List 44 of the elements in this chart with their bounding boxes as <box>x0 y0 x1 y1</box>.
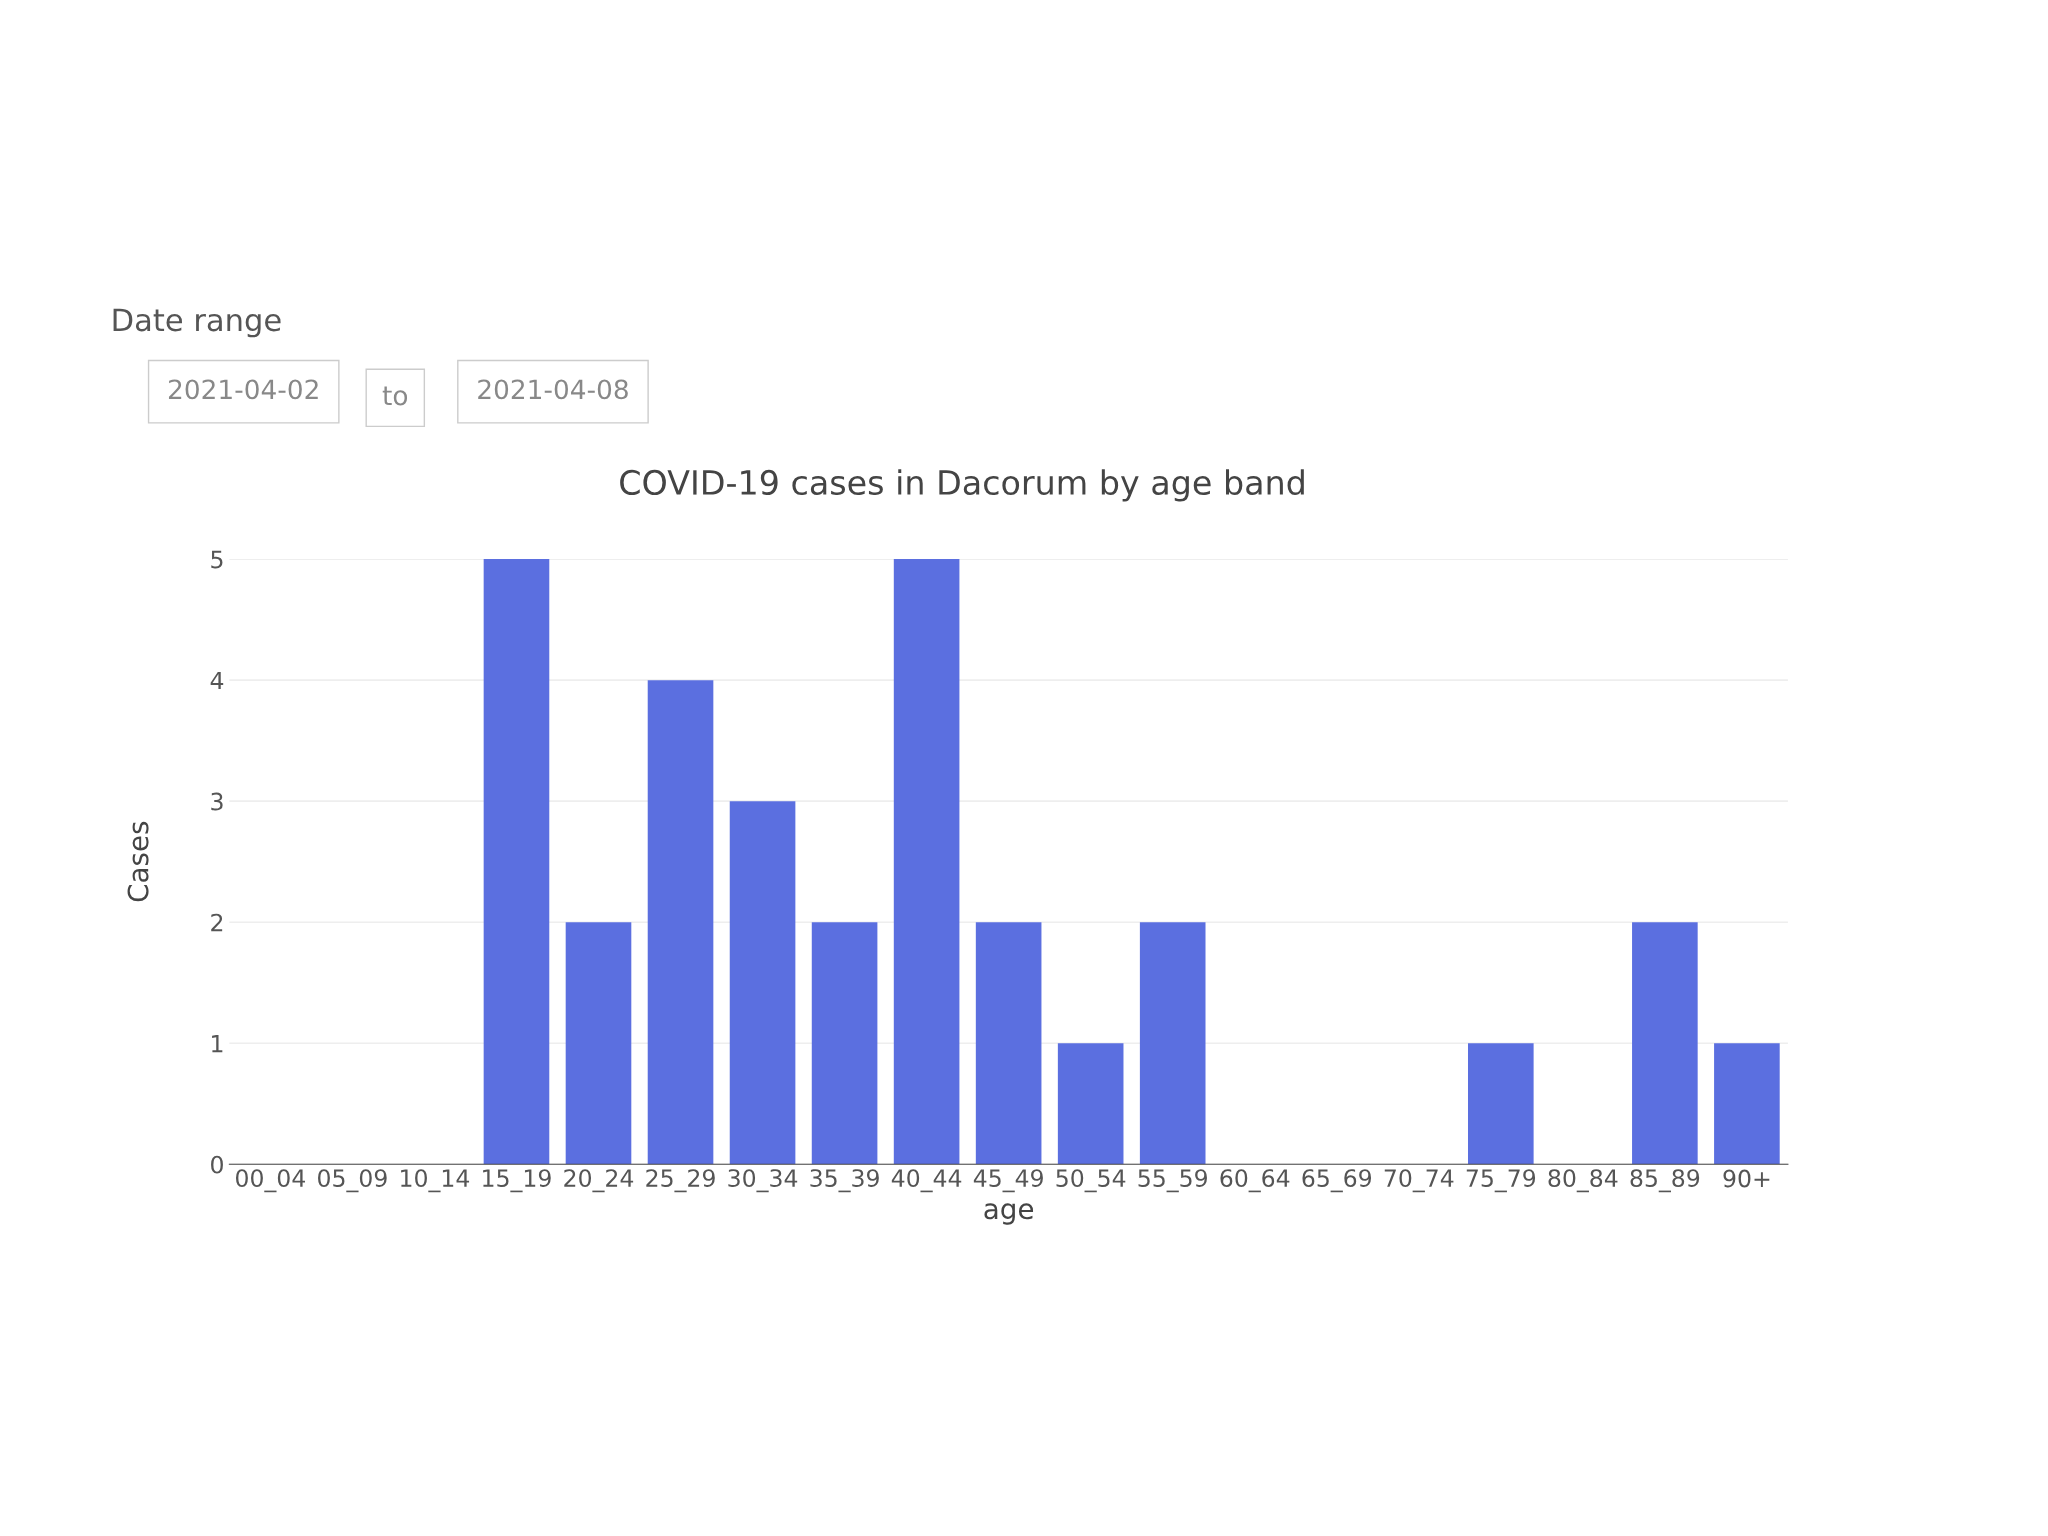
text: 2021-04-08 <box>478 379 628 400</box>
bar <box>647 680 714 1165</box>
x-tick-label: 40_44 <box>891 1169 962 1193</box>
bar <box>811 922 878 1165</box>
x-tick-label: 50_54 <box>1056 1169 1126 1193</box>
x-tick-label: 35_39 <box>810 1169 879 1193</box>
x-tick-label: 00_04 <box>236 1169 306 1193</box>
bar <box>483 559 550 1165</box>
x-tick-label: 85_89 <box>1630 1169 1700 1193</box>
x-tick-label: 10_14 <box>401 1169 470 1193</box>
x-tick-label: 90+ <box>1723 1169 1770 1188</box>
y-tick-label: 4 <box>210 671 224 690</box>
y-tick-label: 3 <box>211 792 223 811</box>
x-tick-label: 55_59 <box>1138 1169 1207 1193</box>
bar <box>1139 922 1206 1165</box>
x-tick-label: 80_84 <box>1548 1169 1618 1193</box>
y-tick-label: 2 <box>211 913 223 932</box>
x-tick-label: 75_79 <box>1466 1169 1536 1193</box>
x-tick-label: 25_29 <box>646 1169 715 1193</box>
x-tick-label: 65_69 <box>1302 1169 1372 1193</box>
bar <box>1632 922 1698 1165</box>
x-tick-label: 15_19 <box>483 1169 551 1193</box>
x-tick-label: 70_74 <box>1384 1169 1454 1193</box>
y-tick-label: 1 <box>212 1035 223 1053</box>
bar <box>1714 1043 1780 1165</box>
y-tick-label: 5 <box>211 550 223 569</box>
x-tick-label: 60_64 <box>1220 1169 1290 1193</box>
chart-title: COVID-19 cases in Dacorum by age band <box>620 469 1304 502</box>
bar <box>565 922 632 1165</box>
bar <box>975 922 1042 1165</box>
y-axis-title: Cases <box>127 821 149 902</box>
text: Date range <box>113 308 281 338</box>
text: 2021-04-02 <box>168 379 318 400</box>
x-tick-label: 45_49 <box>973 1169 1043 1193</box>
bar <box>729 801 796 1165</box>
bar <box>1057 1043 1124 1165</box>
bar <box>1468 1043 1534 1165</box>
bar <box>893 559 960 1165</box>
text: to <box>382 386 408 406</box>
x-tick-label: 30_34 <box>728 1169 798 1193</box>
x-tick-label: 20_24 <box>564 1169 634 1193</box>
x-tick-label: 05_09 <box>318 1169 387 1193</box>
y-tick-label: 0 <box>211 1155 223 1174</box>
x-axis-title: age <box>984 1203 1034 1225</box>
